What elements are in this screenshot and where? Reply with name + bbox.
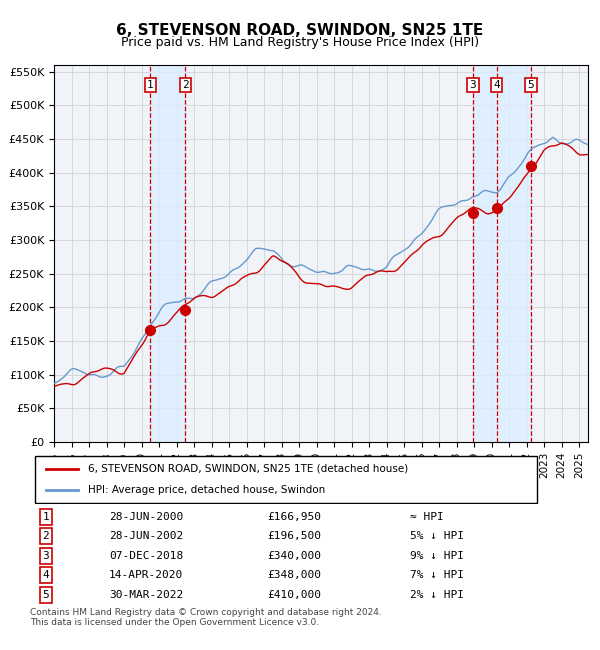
Text: 5% ↓ HPI: 5% ↓ HPI (410, 531, 464, 541)
Bar (473, 65, 531, 442)
Text: 4: 4 (43, 570, 49, 580)
Text: 6, STEVENSON ROAD, SWINDON, SN25 1TE: 6, STEVENSON ROAD, SWINDON, SN25 1TE (116, 23, 484, 38)
Text: Contains HM Land Registry data © Crown copyright and database right 2024.
This d: Contains HM Land Registry data © Crown c… (30, 608, 382, 627)
Text: 5: 5 (527, 80, 534, 90)
Bar (150, 65, 185, 442)
Text: £166,950: £166,950 (268, 512, 322, 522)
Text: £410,000: £410,000 (268, 590, 322, 600)
Text: HPI: Average price, detached house, Swindon: HPI: Average price, detached house, Swin… (88, 485, 325, 495)
Text: 7% ↓ HPI: 7% ↓ HPI (410, 570, 464, 580)
Text: 3: 3 (470, 80, 476, 90)
Text: 1: 1 (43, 512, 49, 522)
Text: £196,500: £196,500 (268, 531, 322, 541)
Text: ≈ HPI: ≈ HPI (410, 512, 444, 522)
Text: 2% ↓ HPI: 2% ↓ HPI (410, 590, 464, 600)
Text: £348,000: £348,000 (268, 570, 322, 580)
Text: 30-MAR-2022: 30-MAR-2022 (109, 590, 184, 600)
Text: 4: 4 (493, 80, 500, 90)
Text: 2: 2 (43, 531, 49, 541)
FancyBboxPatch shape (35, 456, 537, 503)
Text: 07-DEC-2018: 07-DEC-2018 (109, 551, 184, 561)
Text: 28-JUN-2000: 28-JUN-2000 (109, 512, 184, 522)
Text: 3: 3 (43, 551, 49, 561)
Text: 2: 2 (182, 80, 188, 90)
Text: 6, STEVENSON ROAD, SWINDON, SN25 1TE (detached house): 6, STEVENSON ROAD, SWINDON, SN25 1TE (de… (88, 463, 409, 474)
Text: 28-JUN-2002: 28-JUN-2002 (109, 531, 184, 541)
Text: £340,000: £340,000 (268, 551, 322, 561)
Text: 14-APR-2020: 14-APR-2020 (109, 570, 184, 580)
Text: 1: 1 (147, 80, 154, 90)
Text: 9% ↓ HPI: 9% ↓ HPI (410, 551, 464, 561)
Text: 5: 5 (43, 590, 49, 600)
Text: Price paid vs. HM Land Registry's House Price Index (HPI): Price paid vs. HM Land Registry's House … (121, 36, 479, 49)
